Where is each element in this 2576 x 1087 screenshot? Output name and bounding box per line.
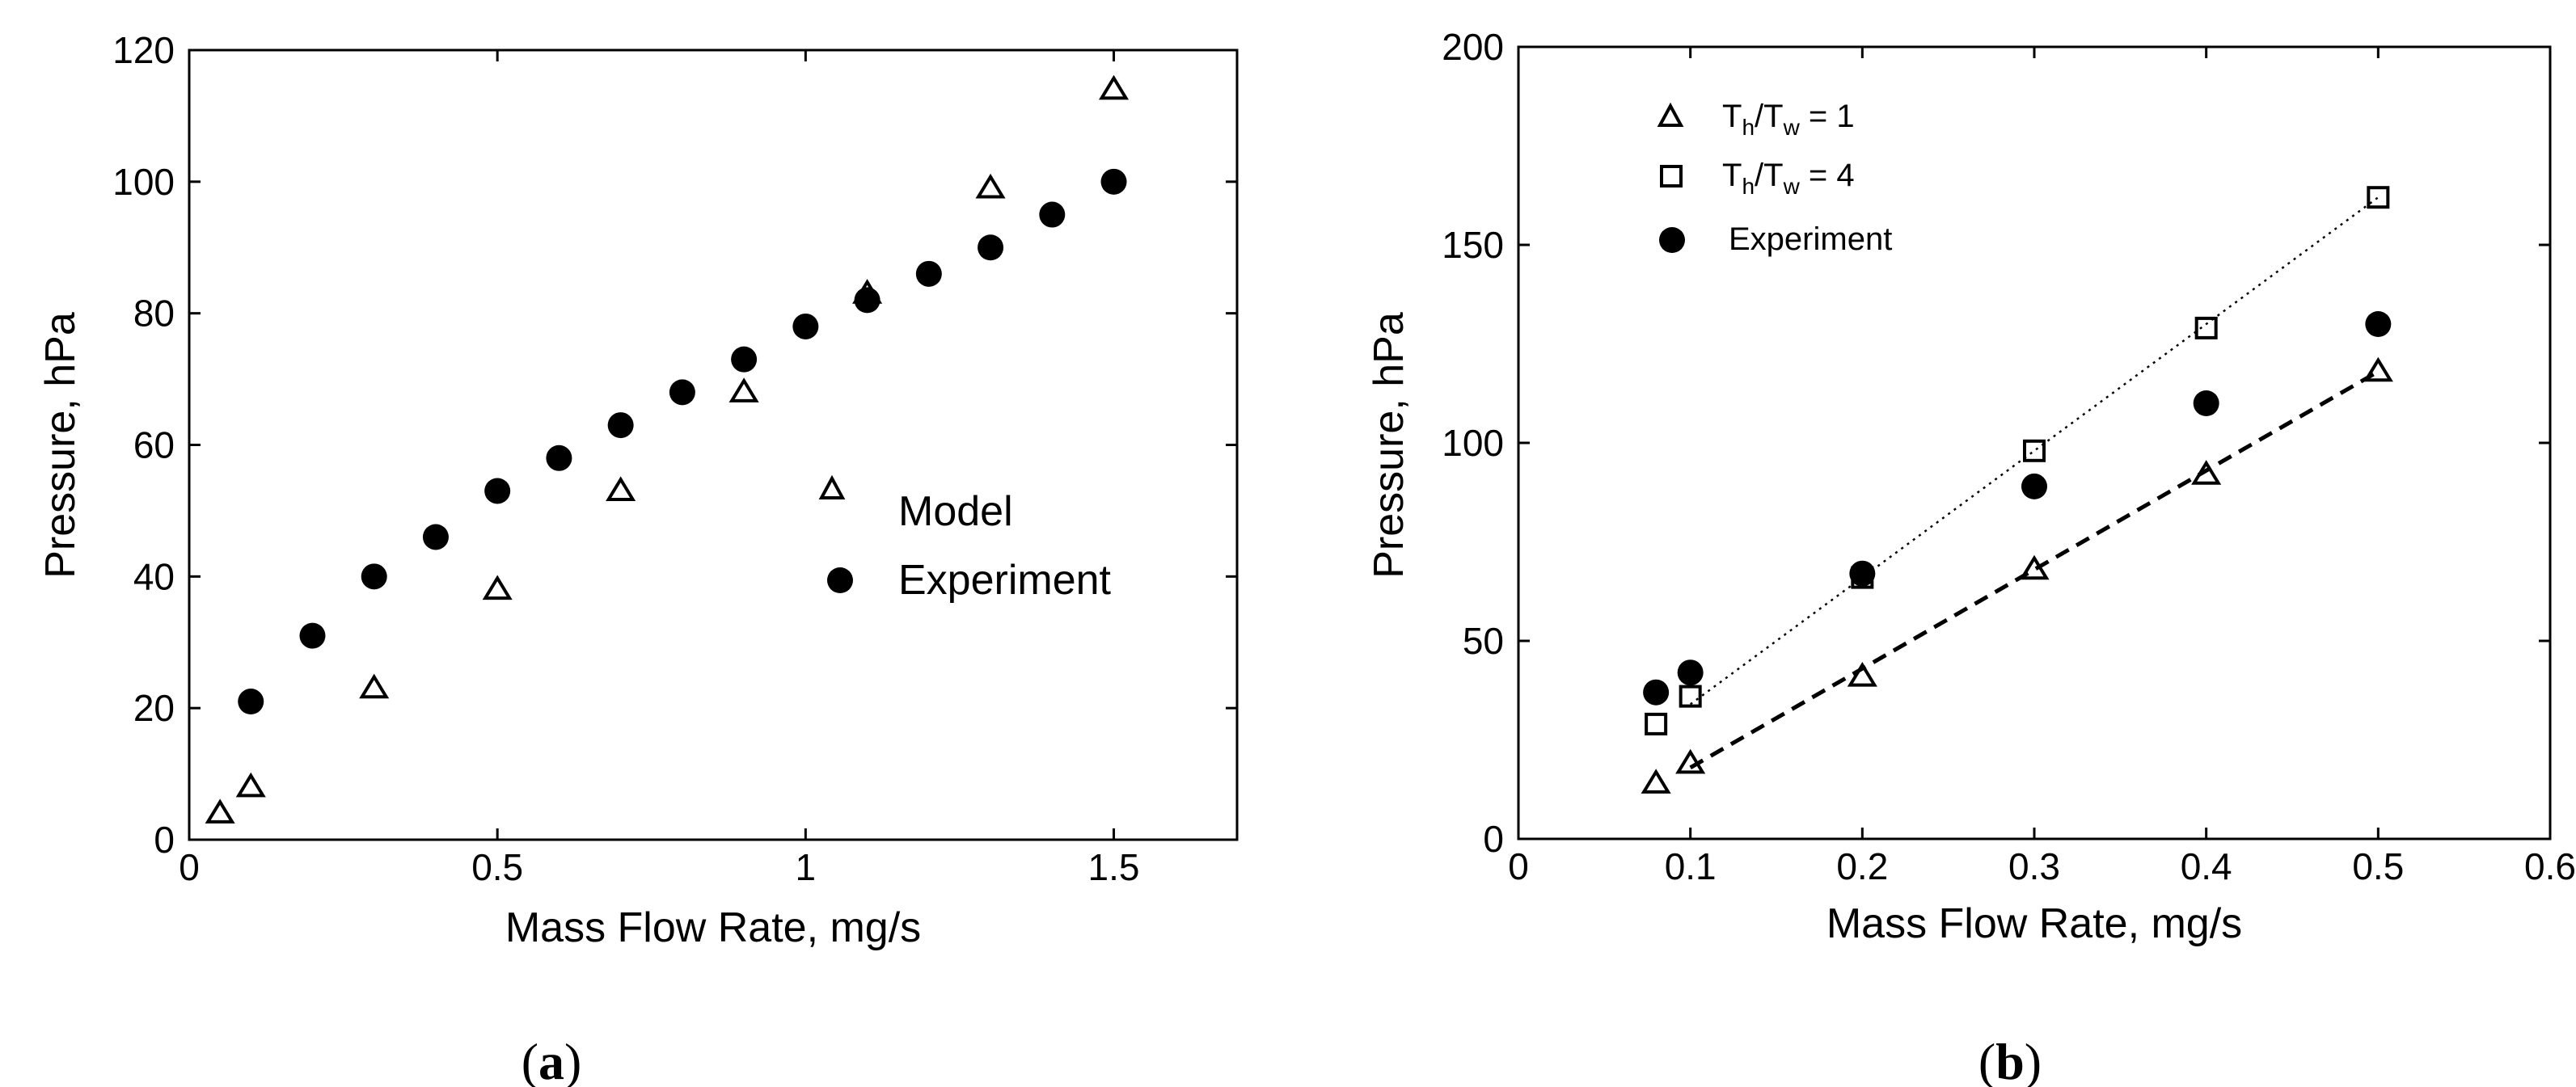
chart-a-point-triangle [205,798,235,824]
chart-b-x-tick-label: 0.1 [1665,845,1717,887]
chart-b-point-square [1645,712,1668,735]
chart-a-legend: Model Experiment [818,474,1112,604]
chart-a-point-triangle [1098,74,1130,100]
chart-b-x-tick-label: 0.5 [2352,845,2404,887]
chart-a-plot-frame [188,48,1239,841]
chart-b-y-tick-label: 100 [1442,422,1504,464]
chart-a-y-tick-label: 80 [133,293,175,335]
chart-b-point-circle [2365,311,2392,337]
chart-a-x-tick-label: 1 [796,846,817,888]
chart-b-legend-experiment-marker [1659,227,1685,253]
chart-b-x-axis-label: Mass Flow Rate, mg/s [1826,900,2242,947]
chart-b-x-tick-label: 0.3 [2008,845,2060,887]
chart-a-point-triangle [606,476,636,501]
chart-b-point-circle [1849,560,1876,587]
chart-b-series-0 [1641,356,2393,794]
chart-b-point-circle [2021,473,2047,499]
chart-a-y-tick-label: 60 [133,424,175,466]
chart-a-point-circle [915,260,942,287]
chart-a-point-triangle [235,772,266,798]
chart-b-fit-line-series-0 [1689,369,2380,769]
chart-b-legend-th1-marker [1657,102,1684,127]
chart-b-point-square [2194,316,2218,339]
chart-b-legend-th4-label: Th/Tw = 4 [1722,158,1855,199]
chart-a-panel-letter: a [538,1033,564,1087]
chart-a-x-axis-label: Mass Flow Rate, mg/s [505,904,921,951]
chart-b-point-circle [1643,679,1670,706]
chart-a-point-circle [546,444,572,471]
chart-b-y-tick-label: 150 [1442,224,1504,266]
chart-b-legend-th1-label: Th/Tw = 1 [1722,99,1855,140]
chart-a-point-circle [299,622,326,649]
chart-a-point-circle [792,313,819,339]
chart-b-y-axis-label: Pressure, hPa [1366,312,1413,579]
chart-a-series-0 [205,74,1130,824]
chart-a-point-circle [238,689,264,715]
chart-b-y-tick-label: 50 [1463,620,1504,662]
chart-b-point-triangle [2363,356,2393,382]
chart-a-legend-experiment-label: Experiment [898,557,1112,604]
chart-a-y-axis-label: Pressure, hPa [37,312,84,579]
chart-a-point-triangle [975,173,1006,199]
chart-a-legend-experiment-marker [827,567,853,593]
chart-a-point-circle [361,563,387,590]
chart-b-x-tick-label: 0.6 [2524,845,2576,887]
chart-a-series-1 [238,168,1127,715]
chart-b-panel-label: (b) [1978,1033,2042,1087]
chart-b-point-square [2023,439,2046,462]
chart-b: 0 0.1 0.2 0.3 0.4 0.5 0.6 0 50 100 150 200 Mass Flo… [1366,26,2576,1087]
chart-a-point-circle [669,379,695,406]
chart-b-x-tick-label: 0.2 [1836,845,1888,887]
chart-b-point-triangle [2191,460,2222,485]
chart-a-point-circle [731,346,758,373]
chart-b-point-circle [2193,390,2219,416]
chart-a-y-tick-label: 20 [133,687,175,729]
chart-b-series-1 [1645,186,2390,735]
chart-a-point-circle [484,478,511,504]
chart-a-point-circle [1100,168,1127,195]
chart-b-fit-line-series-1 [1689,196,2380,706]
chart-a-y-tick-label: 40 [133,555,175,597]
chart-b-point-square [2367,186,2390,209]
chart-b-series-2 [1643,311,2392,706]
chart-a-point-circle [854,287,880,314]
chart-b-point-triangle [1847,661,1877,687]
chart-b-point-square [1679,685,1702,708]
chart-a-point-triangle [482,575,513,600]
chart-b-plot-frame [1517,45,2552,841]
chart-b-legend-experiment-label: Experiment [1729,221,1892,257]
chart-b-point-triangle [2019,554,2050,580]
chart-b-x-tick-label: 0.4 [2181,845,2232,887]
chart-b-legend: Th/Tw = 1 Th/Tw = 4 Experiment [1657,99,1892,257]
chart-a-y-tick-label: 0 [154,819,175,861]
chart-a-x-tick-label: 1.5 [1088,846,1140,888]
chart-a: 0 0.5 1 1.5 0 20 40 60 80 100 120 Mass Flow Rate, … [37,29,1239,1087]
chart-b-point-circle [1677,659,1704,686]
chart-b-x-tick-label: 0 [1508,845,1529,887]
chart-a-y-tick-label: 100 [112,161,175,203]
chart-a-point-circle [978,234,1004,261]
chart-a-point-triangle [728,377,759,402]
chart-b-point-triangle [1675,748,1706,774]
chart-b-y-tick-label: 0 [1483,818,1504,860]
chart-a-y-tick-label: 120 [112,29,175,71]
chart-a-point-circle [422,524,449,550]
chart-a-legend-model-marker [818,474,846,499]
chart-b-point-triangle [1641,769,1671,794]
chart-a-point-triangle [359,673,390,699]
chart-a-point-circle [1039,201,1066,228]
chart-a-x-tick-label: 0 [179,846,200,888]
chart-a-point-circle [607,412,634,439]
chart-a-panel-label: (a) [522,1033,582,1087]
chart-b-panel-letter: b [1995,1033,2025,1087]
chart-b-legend-th4-marker [1660,165,1683,187]
chart-b-y-tick-label: 200 [1442,26,1504,68]
chart-a-x-tick-label: 0.5 [471,846,523,888]
chart-a-legend-model-label: Model [898,488,1013,535]
